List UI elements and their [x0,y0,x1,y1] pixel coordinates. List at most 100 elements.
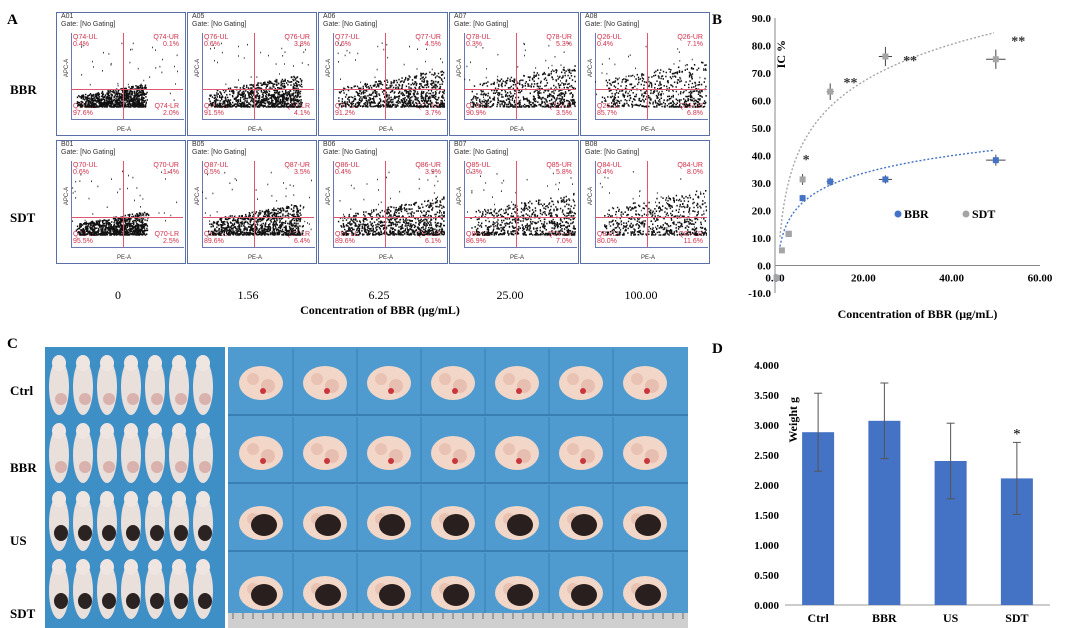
y-tick-label: 3.000 [754,420,779,432]
tumor-lesion [78,593,92,609]
mouse-head [124,355,138,371]
tumor-blood-spot [644,388,650,394]
quadrant-gate-vertical [516,33,517,119]
mouse-head [124,491,138,507]
y-axis-label: APC-A [195,58,202,78]
gate-label: Gate: [No Gating] [323,149,378,156]
quadrant-ur-label: Q76-UR [284,34,310,41]
y-axis-label: APC-A [588,186,595,206]
category-label: SDT [1005,611,1028,625]
data-point-sdt [799,176,806,183]
quadrant-gate-horizontal [333,217,445,218]
x-tick-label: 60.00 [1028,273,1053,285]
event-dots [595,45,707,108]
plot-area [202,161,315,248]
tumor [623,366,667,400]
quadrant-ul-percent: 0.4% [73,41,89,48]
tumor-lesion [174,525,188,541]
tumor-bulge [79,393,91,405]
y-tick-label: 70.0 [752,68,772,80]
quadrant-ul-label: Q77-UL [335,34,360,41]
ic-percent-scatter-chart: -10.0 0.0 10.0 20.0 30.0 40.0 50.0 60.0 70.0 80.0… [748,13,1053,320]
quadrant-gate-horizontal [595,217,707,218]
plot-id: B08 [585,141,598,148]
tumor-blood-spot [260,388,266,394]
quadrant-ur-label: Q84-UR [677,162,703,169]
event-dots [208,42,309,108]
necrotic-area [635,584,661,606]
quadrant-ur-percent: 7.1% [687,41,703,48]
quadrant-ll-percent: 80.0% [597,238,617,245]
quadrant-lr-percent: 11.6% [683,238,703,245]
quadrant-lr-label: Q74-LR [154,103,179,110]
gate-label: Gate: [No Gating] [323,21,378,28]
plot-area [464,161,577,248]
panel-a-label: A [7,12,18,28]
tumor-lesion [126,593,140,609]
significance-marker: ** [843,76,857,91]
legend-label-bbr: BBR [904,207,929,221]
tumor [239,366,283,400]
event-dots [202,171,312,236]
plot-id: B05 [192,141,205,148]
mouse-head [100,491,114,507]
plot-id: A07 [454,13,467,20]
tumor-bulge [127,393,139,405]
scatter-cloud [208,42,309,108]
tumor-bulge [55,393,67,405]
tumor-bulge [151,461,163,473]
scatter-cloud [467,171,576,236]
mouse-head [76,355,90,371]
data-point-sdt [827,88,834,95]
tumor [431,366,475,400]
trendline-bbr [779,149,995,247]
plot-id: A01 [61,13,74,20]
quadrant-gate-vertical [385,33,386,119]
tumor-blood-spot [516,388,522,394]
flow-cytometry-plot: B01 Gate: [No Gating] Q70-UL 0.6% Q70-UR 1.4%… [56,140,186,264]
plot-area [71,161,184,248]
x-tick-label: 20.00 [851,273,876,285]
tumor-bulge [175,393,187,405]
mouse-head [52,423,66,439]
tumor [367,366,411,400]
tumor-blood-spot [580,458,586,464]
event-dots [72,170,178,236]
ruler [228,613,688,628]
panel-a-row-label-bbr: BBR [10,82,37,97]
concentration-label: 6.25 [368,288,390,302]
mouse-head [52,355,66,371]
mouse-head [196,423,210,439]
quadrant-ur-percent: 5.8% [556,169,572,176]
tumor-nodule [567,443,579,455]
flow-cytometry-plot: B05 Gate: [No Gating] Q87-UL 0.5% Q87-UR 3.5%… [187,140,317,264]
quadrant-ll-percent: 89.6% [335,238,355,245]
quadrant-ul-label: Q76-UL [204,34,229,41]
y-tick-label: 0.500 [754,570,779,582]
quadrant-ur-percent: 0.1% [163,41,179,48]
scatter-cloud [72,170,178,236]
quadrant-ur-label: Q78-UR [546,34,572,41]
quadrant-ul-percent: 0.4% [597,41,613,48]
quadrant-gate-vertical [123,161,124,247]
plot-id: B07 [454,141,467,148]
mouse-head [148,355,162,371]
necrotic-area [443,514,469,536]
quadrant-ul-label: Q70-UL [73,162,98,169]
necrotic-area [507,514,533,536]
quadrant-gate-horizontal [464,89,576,90]
quadrant-ul-label: Q78-UL [466,34,491,41]
concentration-label: 25.00 [496,288,524,302]
quadrant-ll-percent: 97.6% [73,110,93,117]
data-point-bbr [992,157,999,164]
x-axis-label: PE-A [248,127,263,133]
data-point-bbr [799,195,806,202]
quadrant-ll-percent: 95.5% [73,238,93,245]
x-axis-label: PE-A [117,127,132,133]
mouse-head [124,559,138,575]
quadrant-ll-label: Q78-LL [466,103,490,110]
gate-label: Gate: [No Gating] [192,149,247,156]
event-dots [464,42,576,108]
tumor-nodule [439,373,451,385]
x-axis-label: PE-A [641,127,656,133]
